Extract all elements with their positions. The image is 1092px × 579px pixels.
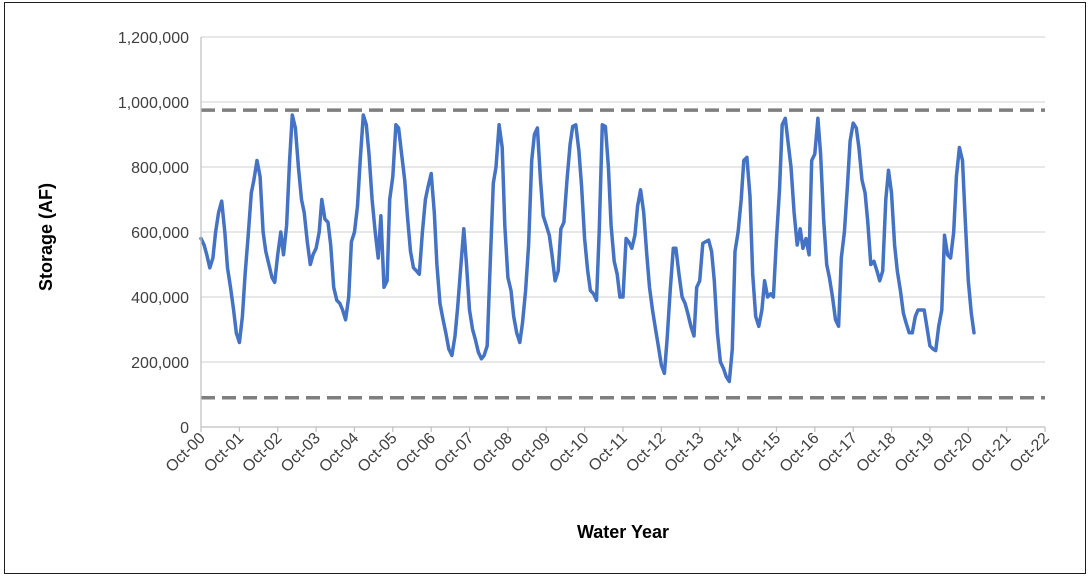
x-tick-label: Oct-19 <box>892 430 938 476</box>
x-tick-label: Oct-08 <box>470 430 516 476</box>
x-tick-label: Oct-10 <box>546 430 592 476</box>
x-tick-label: Oct-14 <box>700 430 746 476</box>
x-tick-label: Oct-16 <box>777 430 823 476</box>
limit-lines <box>201 108 1045 400</box>
x-tick-label: Oct-18 <box>853 430 899 476</box>
y-tick-label: 1,200,000 <box>118 30 189 47</box>
y-tick-label: 1,000,000 <box>118 95 189 112</box>
x-axis-title: Water Year <box>577 522 669 542</box>
x-tick-labels: Oct-00Oct-01Oct-02Oct-03Oct-04Oct-05Oct-… <box>163 430 1053 476</box>
chart-frame: 0 200,000 400,000 600,000 800,000 1,000,000 1,… <box>4 2 1086 574</box>
x-tick-label: Oct-12 <box>623 430 669 476</box>
y-tick-label: 600,000 <box>131 225 189 242</box>
axes <box>200 37 1046 432</box>
y-tick-label: 400,000 <box>131 290 189 307</box>
x-tick-label: Oct-07 <box>431 430 477 476</box>
x-tick-label: Oct-09 <box>508 430 554 476</box>
y-axis-title: Storage (AF) <box>36 183 56 291</box>
x-tick-label: Oct-15 <box>738 430 784 476</box>
x-tick-label: Oct-02 <box>240 430 286 476</box>
x-tick-label: Oct-20 <box>930 430 976 476</box>
y-tick-label: 800,000 <box>131 160 189 177</box>
x-tick-label: Oct-03 <box>278 430 324 476</box>
x-tick-label: Oct-17 <box>815 430 861 476</box>
storage-chart: 0 200,000 400,000 600,000 800,000 1,000,000 1,… <box>36 30 1053 542</box>
series-layer <box>199 113 976 384</box>
x-tick-label: Oct-06 <box>393 430 439 476</box>
x-tick-label: Oct-21 <box>968 430 1014 476</box>
x-tick-label: Oct-13 <box>662 430 708 476</box>
y-tick-label: 0 <box>180 420 189 437</box>
x-tick-label: Oct-01 <box>201 430 247 476</box>
y-tick-label: 200,000 <box>131 355 189 372</box>
storage-series-line <box>199 113 976 384</box>
x-tick-label: Oct-22 <box>1007 430 1053 476</box>
x-tick-label: Oct-04 <box>316 430 362 476</box>
gridlines <box>201 36 1045 363</box>
x-tick-label: Oct-11 <box>586 430 631 475</box>
x-tick-label: Oct-05 <box>355 430 401 476</box>
y-tick-labels: 0 200,000 400,000 600,000 800,000 1,000,000 1,… <box>118 30 189 437</box>
